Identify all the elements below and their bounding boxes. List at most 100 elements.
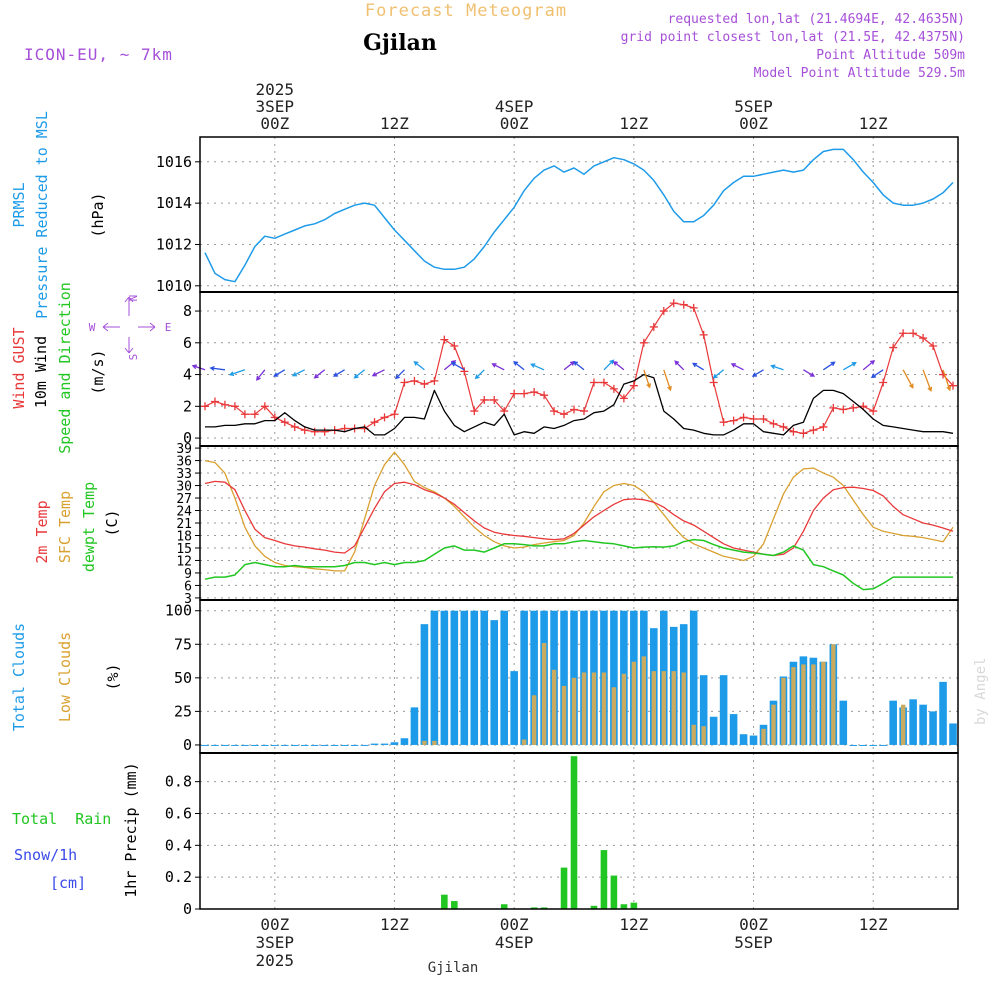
y-tick-label: 75 (174, 635, 192, 653)
rain-bar (560, 867, 568, 909)
total-cloud-bar (460, 610, 469, 745)
gust-marker (789, 427, 798, 436)
total-cloud-bar (879, 744, 887, 746)
total-cloud-bar (739, 734, 748, 745)
total-cloud-bar (869, 744, 878, 746)
rain-bar (530, 907, 538, 909)
total-cloud-bar (261, 744, 269, 746)
total-cloud-bar (749, 735, 758, 745)
total-cloud-bar (440, 610, 449, 745)
wind-direction-arrow (603, 359, 615, 371)
wind-direction-arrow (530, 363, 545, 371)
y-tick-label: 0.8 (165, 773, 192, 791)
gust-label: Wind GUST (10, 327, 28, 408)
gust-marker (240, 410, 249, 419)
gust-marker (290, 422, 299, 431)
y-tick-label: 0 (183, 900, 192, 918)
compass-west: W (89, 321, 96, 334)
wind-direction-arrow (612, 360, 625, 371)
pressure-label: PRMSL (10, 182, 28, 227)
gust-marker (759, 415, 768, 424)
gust-marker (739, 413, 748, 422)
gust-marker (639, 338, 648, 347)
wind-direction-arrow (730, 363, 744, 371)
requested-coords: requested lon,lat (21.4694E, 42.4635N) (668, 12, 965, 27)
top-time-label: 5SEP (734, 97, 773, 116)
gust-marker (530, 388, 539, 397)
low-cloud-bar (661, 671, 666, 745)
gust-marker (400, 378, 409, 387)
wind-direction-arrow (491, 363, 505, 371)
temp-unit-label: (C) (103, 509, 121, 536)
gust-marker (889, 343, 898, 352)
gust-marker (430, 376, 439, 385)
total-cloud-bar (470, 610, 479, 745)
wind-direction-arrow (751, 369, 764, 377)
top-time-label: 00Z (739, 114, 768, 133)
wind-label: 10m Wind (32, 336, 50, 408)
low-cloud-bar (691, 724, 696, 745)
y-tick-label: 1016 (156, 153, 192, 171)
bottom-time-label: 5SEP (734, 933, 773, 952)
y-tick-label: 6 (183, 334, 192, 352)
y-tick-label: 0.2 (165, 868, 192, 886)
low-cloud-bar (651, 671, 656, 745)
total-cloud-bar (560, 610, 568, 745)
total-cloud-bar (490, 620, 499, 745)
y-tick-label: 8 (183, 302, 192, 320)
total-cloud-bar (859, 744, 868, 746)
credit-watermark: by Angel (973, 658, 989, 725)
gust-marker (709, 378, 718, 387)
gust-marker (929, 341, 938, 350)
compass-glyph: W E N S (89, 295, 172, 361)
dewpoint-line (204, 538, 953, 591)
top-time-label: 12Z (380, 114, 409, 133)
t2m-line (204, 480, 954, 557)
wind-direction-arrow (712, 369, 725, 379)
y-tick-label: 6 (184, 579, 192, 594)
total-cloud-bar (211, 744, 219, 746)
compass-horizontal-arrows (102, 322, 156, 332)
compass-north: N (127, 295, 140, 302)
gust-marker (540, 391, 549, 400)
wind-direction-arrow (674, 360, 685, 371)
total-cloud-bar (699, 675, 708, 745)
total-cloud-bar (390, 742, 399, 745)
gust-marker (869, 407, 878, 416)
rain-bar (570, 756, 578, 909)
gust-marker (619, 394, 628, 403)
total-cloud-bar (410, 707, 419, 745)
total-cloud-bar (839, 700, 848, 745)
bottom-time-label: 2025 (256, 951, 295, 970)
side-labels-layer: PRMSL Pressure Reduced to MSL (hPa) Wind GU… (10, 111, 171, 898)
wind-direction-arrow (803, 369, 816, 377)
precip-unit-label: 1hr Precip (mm) (122, 762, 140, 897)
y-tick-label: 1012 (156, 235, 192, 253)
gust-marker (679, 300, 688, 309)
t2m-label: 2m Temp (33, 500, 51, 563)
y-tick-label: 27 (176, 492, 192, 507)
location-title: Gjilan (363, 30, 437, 56)
y-tick-label: 0.4 (165, 836, 192, 854)
model-label: ICON-EU, ~ 7km (24, 45, 173, 64)
gust-marker (390, 410, 399, 419)
total-cloud-bar (570, 610, 578, 745)
total-cloud-bar (939, 681, 947, 745)
gust-marker (729, 416, 738, 425)
top-time-label: 3SEP (256, 97, 295, 116)
wind-direction-arrow (474, 369, 485, 380)
gust-line (204, 302, 954, 434)
y-tick-label: 12 (176, 554, 192, 569)
top-time-label: 12Z (859, 114, 888, 133)
snow-unit-label: [cm] (50, 874, 86, 892)
rain-bar (500, 904, 508, 909)
low-cloud-bar (900, 704, 906, 745)
low-cloud-bar (591, 672, 597, 745)
gust-marker (250, 410, 259, 419)
total-cloud-bar (889, 700, 897, 745)
wind-direction-arrow (770, 364, 784, 371)
total-cloud-bar (849, 744, 858, 746)
gust-marker (460, 367, 469, 376)
